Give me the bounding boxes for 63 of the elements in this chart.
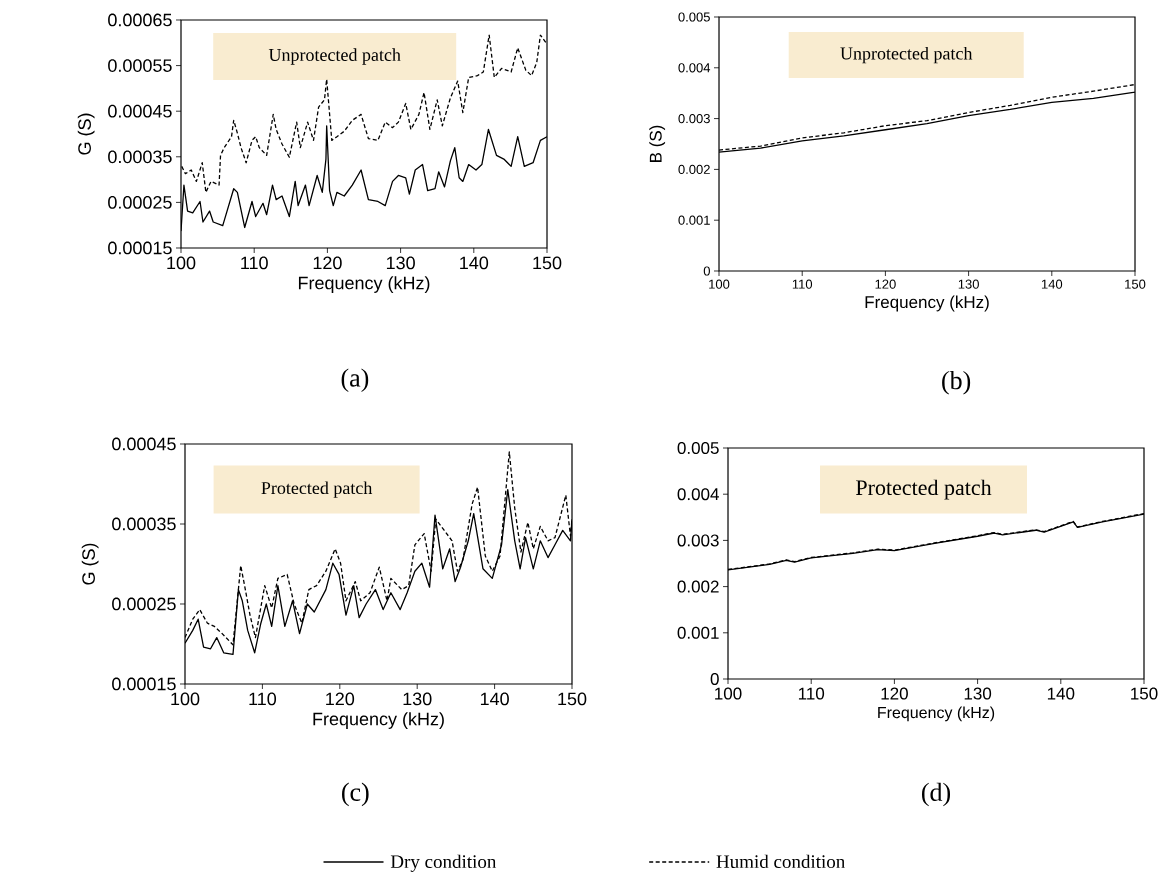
y-axis-title: G (S) [77,113,95,155]
text: (b) [942,371,971,395]
x-tick-label: 150 [1131,687,1158,700]
y-tick-label: 0.00025 [112,597,176,611]
x-axis-title: Frequency (kHz) [298,276,430,293]
y-tick-label: 0.00065 [108,13,172,27]
y-tick-label: 0.001 [677,626,719,639]
x-tick-label: 130 [403,692,432,706]
x-tick-label: 110 [241,256,268,270]
y-tick-label: 0.004 [678,63,711,73]
text: Unprotected patch [268,48,401,65]
y-tick-label: 0 [703,266,710,276]
y-tick-label: 0.004 [677,488,719,501]
y-tick-label: 0.00035 [112,517,176,531]
y-tick-label: 0.00035 [108,150,172,164]
y-tick-label: 0.003 [678,113,710,124]
y-tick-label: 0.00015 [112,677,176,691]
x-tick-label: 150 [558,692,587,706]
y-axis-title: B (S) [649,125,666,162]
y-tick-label: 0 [710,672,719,686]
y-tick-label: 0.005 [678,12,710,22]
y-axis-title: G (S) [81,543,99,585]
x-tick-label: 120 [313,256,342,270]
y-tick-label: 0.003 [677,534,719,547]
y-tick-label: 0.005 [677,441,719,455]
x-tick-label: 120 [875,279,896,289]
x-tick-label: 110 [792,279,813,289]
x-tick-label: 120 [881,687,908,700]
x-axis-title: Frequency (kHz) [313,712,444,729]
y-tick-label: 0.00045 [108,104,172,118]
x-tick-label: 100 [167,256,196,270]
y-tick-label: 0.00025 [108,196,172,209]
x-tick-label: 120 [326,692,355,706]
x-axis-title: Frequency (kHz) [865,295,989,312]
x-tick-label: 100 [709,279,730,289]
y-tick-label: 0.002 [677,580,719,593]
y-tick-label: 0.00045 [112,437,176,451]
x-tick-label: 140 [460,256,489,270]
legend-label: Humid condition [716,854,845,869]
y-tick-label: 0.002 [678,164,710,174]
y-tick-label: 0.001 [678,215,710,225]
x-tick-label: 130 [386,256,415,270]
y-tick-label: 0.00015 [108,241,172,255]
text: Unprotected patch [840,46,973,64]
x-tick-label: 140 [1047,687,1075,700]
text: (a) [341,368,369,392]
x-tick-label: 110 [798,687,825,700]
x-tick-label: 130 [964,687,992,700]
x-tick-label: 140 [1041,279,1063,289]
x-tick-label: 100 [715,687,742,700]
x-tick-label: 100 [171,692,200,706]
x-axis-title: Frequency (kHz) [878,706,995,722]
x-tick-label: 150 [1125,279,1146,289]
x-tick-label: 130 [958,279,979,289]
y-tick-label: 0.00055 [108,59,172,72]
text: (c) [342,782,369,807]
text: Protected patch [261,481,373,498]
x-tick-label: 140 [480,692,509,706]
text: Protected patch [856,479,992,500]
x-tick-label: 110 [249,692,277,706]
text: (d) [922,782,951,807]
x-tick-label: 150 [533,256,562,270]
legend-label: Dry condition [390,854,497,872]
